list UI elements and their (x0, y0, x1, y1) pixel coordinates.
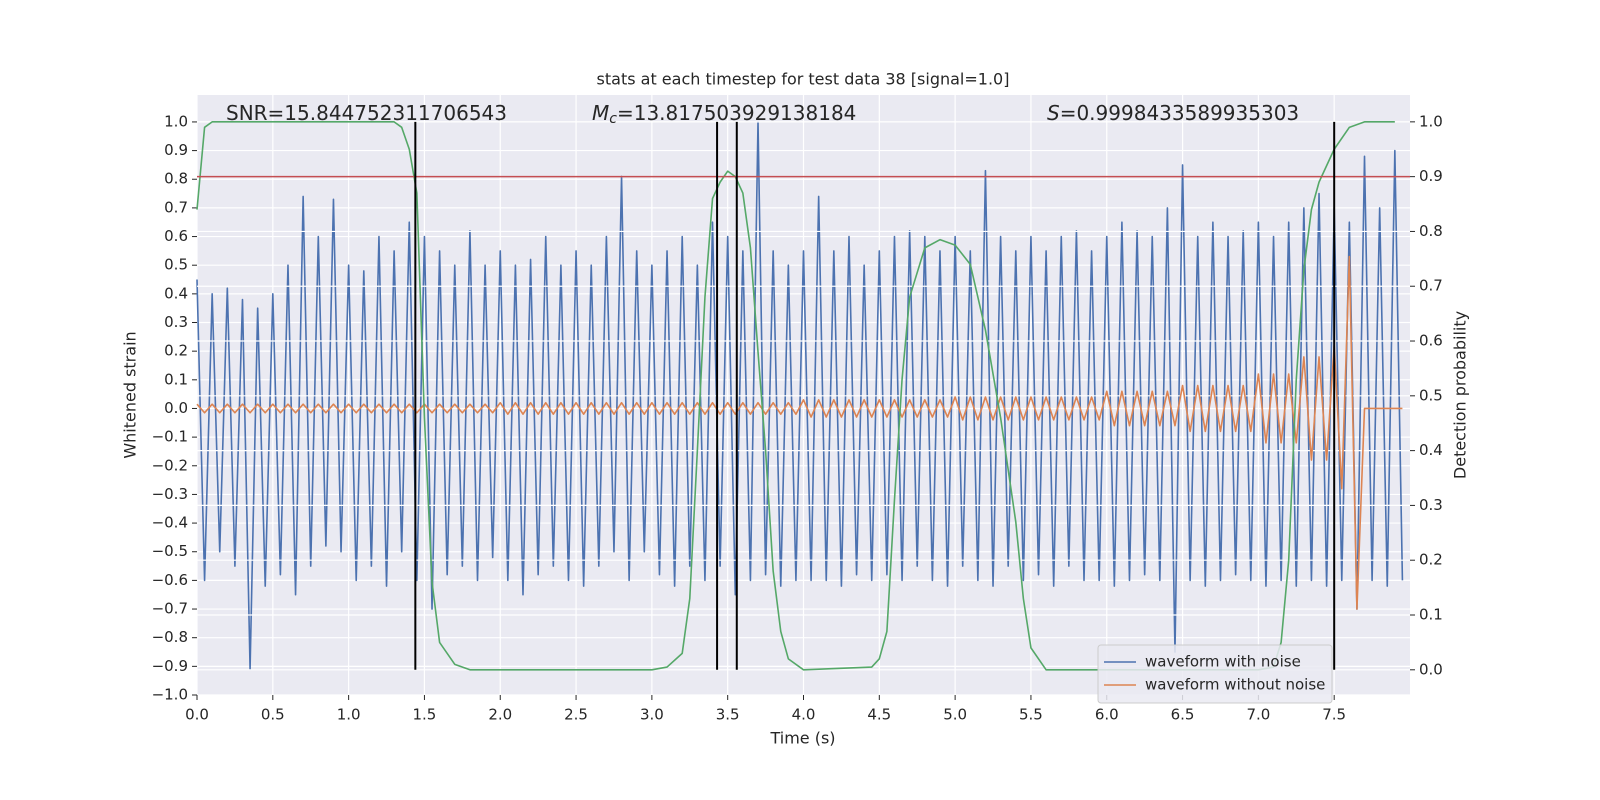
y2-tick-label: 1.0 (1419, 112, 1443, 130)
x-tick-label: 1.5 (413, 706, 437, 724)
y2-tick-label: 0.6 (1419, 332, 1443, 350)
y-tick-label: 0.4 (164, 284, 188, 302)
y-tick-label: 0.3 (164, 313, 188, 331)
y-tick-label: −0.5 (152, 542, 188, 560)
y-tick-label: 0.1 (164, 370, 188, 388)
x-axis-label: Time (s) (769, 729, 835, 748)
y2-tick-label: 0.0 (1419, 660, 1443, 678)
x-tick-label: 6.0 (1095, 706, 1119, 724)
x-tick-label: 7.5 (1322, 706, 1346, 724)
x-tick-label: 7.0 (1246, 706, 1270, 724)
y-tick-label: −1.0 (152, 686, 188, 704)
annotation-text: =0.9998433589935303 (1060, 101, 1299, 125)
y-tick-label: 0.9 (164, 141, 188, 159)
y-tick-label: −0.4 (152, 514, 188, 532)
y2-tick-label: 0.8 (1419, 222, 1443, 240)
y-tick-label: 0.8 (164, 170, 188, 188)
annotation-symbol: M (592, 101, 609, 125)
y-tick-label: −0.1 (152, 428, 188, 446)
x-tick-label: 3.5 (716, 706, 740, 724)
x-tick-label: 6.5 (1171, 706, 1195, 724)
legend-box (1097, 644, 1333, 704)
x-tick-label: 5.0 (943, 706, 967, 724)
y2-tick-label: 0.9 (1419, 167, 1443, 185)
x-tick-label: 0.5 (261, 706, 285, 724)
annotation: Mc=13.817503929138184 (592, 101, 856, 128)
y-tick-label: 0.6 (164, 227, 188, 245)
y2-tick-label: 0.3 (1419, 496, 1443, 514)
annotation-subscript: c (609, 111, 617, 127)
y-tick-label: −0.6 (152, 571, 188, 589)
x-tick-label: 0.0 (185, 706, 209, 724)
annotation-text: SNR=15.844752311706543 (226, 101, 507, 125)
y-tick-label: 0.2 (164, 342, 188, 360)
y2-tick-label: 0.7 (1419, 277, 1443, 295)
y-tick-label: 1.0 (164, 112, 188, 130)
y-tick-label: −0.8 (152, 628, 188, 646)
y2-tick-label: 0.4 (1419, 441, 1443, 459)
x-tick-label: 4.5 (867, 706, 891, 724)
x-tick-label: 3.0 (640, 706, 664, 724)
y-tick-label: −0.2 (152, 456, 188, 474)
x-tick-label: 1.0 (337, 706, 361, 724)
annotation-text: =13.817503929138184 (617, 101, 856, 125)
y-tick-label: 0.5 (164, 256, 188, 274)
y2-tick-label: 0.1 (1419, 606, 1443, 624)
chart-title: stats at each timestep for test data 38 … (597, 70, 1010, 89)
x-tick-label: 2.0 (488, 706, 512, 724)
y-tick-label: 0.0 (164, 399, 188, 417)
annotation: S=0.9998433589935303 (1047, 101, 1299, 125)
y2-axis-label: Detection probability (1451, 311, 1470, 479)
legend-label: waveform with noise (1145, 653, 1301, 671)
x-tick-label: 2.5 (564, 706, 588, 724)
y-tick-label: −0.9 (152, 657, 188, 675)
x-tick-label: 5.5 (1019, 706, 1043, 724)
y2-tick-label: 0.5 (1419, 386, 1443, 404)
y-tick-label: 0.7 (164, 198, 188, 216)
series-line (196, 255, 1403, 610)
y2-tick-label: 0.2 (1419, 551, 1443, 569)
y-tick-label: −0.3 (152, 485, 188, 503)
annotation-symbol: S (1047, 101, 1060, 125)
y-tick-label: −0.7 (152, 600, 188, 618)
legend-label: waveform without noise (1145, 676, 1325, 694)
x-tick-label: 4.0 (792, 706, 816, 724)
annotation: SNR=15.844752311706543 (226, 101, 507, 125)
y-axis-label: Whitened strain (121, 331, 140, 458)
